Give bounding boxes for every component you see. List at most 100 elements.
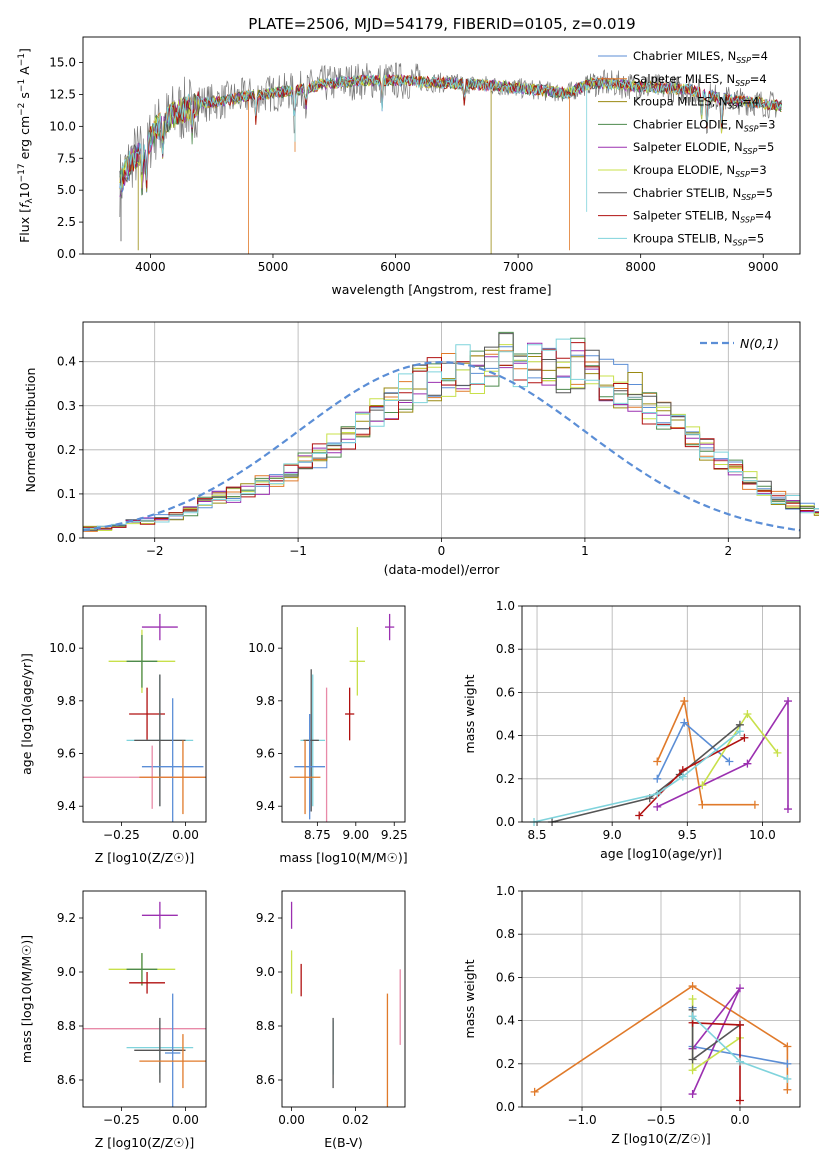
axes-frame xyxy=(82,321,801,539)
y-tick-label: 0.0 xyxy=(496,1100,515,1114)
weight-point-marker xyxy=(735,984,744,993)
weight-series-line xyxy=(692,1022,741,1101)
x-tick-label: −0.25 xyxy=(103,1113,140,1127)
y-tick-label: 12.5 xyxy=(49,87,76,101)
residuals-panel: −2 −1 0 1 2 0.0 0.1 0.2 0.3 0.4 (data-model)/error… xyxy=(23,321,819,577)
weight-point-marker xyxy=(688,982,697,991)
weight-point-marker xyxy=(725,757,734,766)
y-tick-label: 9.0 xyxy=(57,965,76,979)
weight-point-marker xyxy=(688,1012,697,1021)
weight-point-marker xyxy=(653,802,662,811)
x-axis-label: wavelength [Angstrom, rest frame] xyxy=(331,282,551,297)
weight-point-marker xyxy=(653,789,662,798)
x-tick-label: −1.0 xyxy=(567,1113,596,1127)
legend-entry: Salpeter MILES, NSSP=4 xyxy=(633,72,767,88)
y-axis-label: mass weight xyxy=(462,674,477,753)
weight-series-line xyxy=(533,730,741,823)
y-tick-label: 0.6 xyxy=(496,970,515,984)
weight-point-marker xyxy=(743,759,752,768)
y-axis-label: Flux [fλ10−17 erg cm−2 s−1 A−1] xyxy=(17,48,35,243)
y-tick-label: 0.8 xyxy=(496,642,515,656)
weight-point-marker xyxy=(698,800,707,809)
weight-series-line xyxy=(691,987,741,1095)
x-tick-label: 5000 xyxy=(258,260,289,274)
weight-series-line xyxy=(691,999,741,1072)
y-axis-label: Normed distribution xyxy=(23,368,38,493)
weight-point-marker xyxy=(783,805,792,814)
axes-frame xyxy=(82,605,207,823)
axes-frame xyxy=(82,36,801,255)
y-tick-label: 0.3 xyxy=(57,399,76,413)
y-tick-label: 9.8 xyxy=(256,694,275,708)
axes-frame xyxy=(521,605,801,823)
weight-point-marker xyxy=(635,811,644,820)
y-tick-label: 8.8 xyxy=(57,1019,76,1033)
x-tick-label: 0.02 xyxy=(342,1113,369,1127)
y-tick-label: 10.0 xyxy=(248,641,275,655)
x-tick-label: 2 xyxy=(724,544,732,558)
x-tick-label: 1 xyxy=(581,544,589,558)
x-tick-label: 9.25 xyxy=(381,828,408,842)
x-tick-label: 0.0 xyxy=(730,1113,749,1127)
y-tick-label: 0.0 xyxy=(57,247,76,261)
x-tick-label: −0.5 xyxy=(646,1113,675,1127)
x-tick-label: −0.25 xyxy=(103,828,140,842)
legend-entry: Chabrier ELODIE, NSSP=3 xyxy=(633,117,775,133)
y-tick-label: 8.8 xyxy=(256,1019,275,1033)
y-tick-label: 0.4 xyxy=(496,1014,515,1028)
weight-point-marker xyxy=(773,748,782,757)
legend-entry: Chabrier MILES, NSSP=4 xyxy=(633,49,768,65)
age-vs-metallicity-panel: −0.25 0.00 9.4 9.6 9.8 10.0 Z [log10(Z/Z☉)] age… xyxy=(19,605,207,865)
weight-vs-age-panel: 8.5 9.0 9.5 10.0 0.0 0.2 0.4 0.6 0.8 1.0 age [log1… xyxy=(462,599,801,861)
age-vs-mass-panel: 8.75 9.00 9.25 9.4 9.6 9.8 10.0 mass [log10(M/M… xyxy=(248,605,408,865)
weight-point-marker xyxy=(678,772,687,781)
x-tick-label: 0.00 xyxy=(278,1113,305,1127)
x-tick-label: −2 xyxy=(146,544,164,558)
weight-point-marker xyxy=(688,1055,697,1064)
y-axis-label: mass weight xyxy=(462,959,477,1038)
weight-point-marker xyxy=(740,733,749,742)
mass-vs-ebv-panel: 0.00 0.02 8.6 8.8 9.0 9.2 E(B-V) xyxy=(256,890,406,1150)
axes-frame xyxy=(521,890,801,1108)
y-tick-label: 9.6 xyxy=(57,747,76,761)
y-tick-label: 10.0 xyxy=(49,119,76,133)
x-tick-label: 0.00 xyxy=(172,828,199,842)
weight-point-marker xyxy=(783,1074,792,1083)
legend-entry: Salpeter STELIB, NSSP=4 xyxy=(633,209,772,225)
x-tick-label: 8000 xyxy=(625,260,656,274)
y-tick-label: 1.0 xyxy=(496,599,515,613)
y-tick-label: 1.0 xyxy=(496,884,515,898)
y-tick-label: 7.5 xyxy=(57,151,76,165)
weight-series-line xyxy=(551,724,741,823)
gaussian-reference-curve xyxy=(82,360,801,532)
model-spectrum-line xyxy=(119,74,782,212)
axes-frame xyxy=(82,890,207,1108)
weight-series-line xyxy=(638,737,745,817)
model-spectrum-line xyxy=(119,74,782,254)
y-axis-label: mass [log10(M/M☉)] xyxy=(19,935,34,1063)
histogram-step-line xyxy=(83,342,819,531)
legend-entry: Chabrier STELIB, NSSP=5 xyxy=(633,186,773,202)
histogram-step-line xyxy=(83,344,819,531)
y-tick-label: 0.4 xyxy=(57,355,76,369)
axes-frame xyxy=(281,605,406,823)
x-tick-label: 0 xyxy=(438,544,446,558)
weight-point-marker xyxy=(783,697,792,706)
x-axis-label: Z [log10(Z/Z☉)] xyxy=(95,850,195,865)
y-tick-label: 0.4 xyxy=(496,729,515,743)
legend-entry: N(0,1) xyxy=(740,336,779,351)
weight-vs-metallicity-panel: −1.0 −0.5 0.0 0.0 0.2 0.4 0.6 0.8 1.0 Z [log10(Z/… xyxy=(462,884,801,1146)
legend-entry: Salpeter ELODIE, NSSP=5 xyxy=(633,140,774,156)
y-tick-label: 0.6 xyxy=(496,685,515,699)
legend-entry: Kroupa STELIB, NSSP=5 xyxy=(633,231,764,247)
x-axis-label: age [log10(age/yr)] xyxy=(600,846,722,861)
legend-entry: Kroupa ELODIE, NSSP=3 xyxy=(633,163,767,179)
weight-series-line xyxy=(656,698,755,806)
x-tick-label: 0.00 xyxy=(172,1113,199,1127)
weight-point-marker xyxy=(680,697,689,706)
x-tick-label: 9.0 xyxy=(603,828,622,842)
weight-point-marker xyxy=(783,1085,792,1094)
axes-frame xyxy=(281,890,406,1108)
x-axis-label: Z [log10(Z/Z☉)] xyxy=(611,1131,711,1146)
x-tick-label: −1 xyxy=(289,544,307,558)
